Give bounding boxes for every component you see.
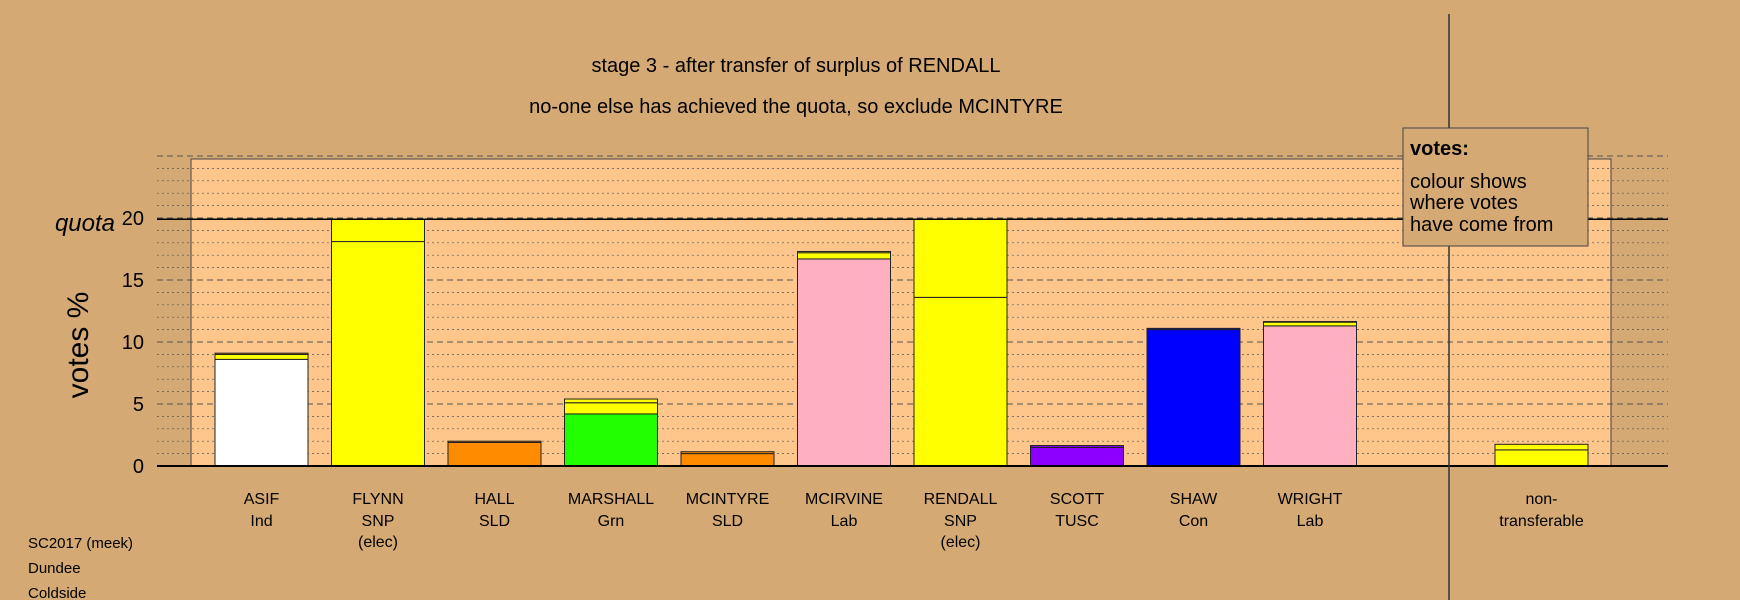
footer-line: Coldside bbox=[28, 585, 86, 600]
bar-segment bbox=[680, 451, 775, 455]
bar-segment bbox=[1030, 446, 1124, 467]
bar-segment bbox=[447, 441, 542, 467]
y-tick-label: 10 bbox=[122, 332, 144, 354]
legend-line: have come from bbox=[1410, 214, 1553, 236]
y-axis: 0 5 10 15 20 bbox=[122, 208, 1668, 478]
candidate-name-label: MCINTYRE bbox=[686, 491, 770, 508]
candidate-name-label: HALL bbox=[474, 491, 514, 508]
candidate-party-label: SLD bbox=[479, 513, 510, 530]
candidate-party-label: TUSC bbox=[1055, 513, 1099, 530]
legend-box bbox=[1402, 127, 1589, 247]
bar-segment bbox=[797, 258, 891, 467]
candidate-party-label: Con bbox=[1179, 513, 1208, 530]
nontransferable-label: non- bbox=[1525, 491, 1557, 508]
candidate-status-label: (elec) bbox=[358, 534, 398, 551]
quota-label: quota bbox=[55, 210, 115, 237]
bar-segment bbox=[797, 252, 891, 260]
bar-segment bbox=[913, 218, 1008, 298]
bar-segment bbox=[1146, 329, 1241, 467]
chart-subtitle: no-one else has achieved the quota, so e… bbox=[529, 96, 1063, 118]
bar-segment bbox=[1146, 327, 1241, 331]
y-tick-label: 0 bbox=[133, 456, 144, 478]
legend-line: where votes bbox=[1409, 192, 1518, 214]
chart-title: stage 3 - after transfer of surplus of R… bbox=[591, 55, 1000, 77]
bar-segment bbox=[1263, 321, 1357, 327]
candidate-name-label: RENDALL bbox=[924, 491, 998, 508]
nontransferable-label: transferable bbox=[1499, 513, 1584, 530]
candidate-name-label: SCOTT bbox=[1050, 491, 1104, 508]
bar-segment bbox=[564, 413, 658, 467]
footer-line: SC2017 (meek) bbox=[28, 535, 133, 552]
candidate-status-label: (elec) bbox=[940, 534, 980, 551]
candidate-name-label: FLYNN bbox=[352, 491, 403, 508]
candidate-name-label: SHAW bbox=[1170, 491, 1218, 508]
y-tick-label: 5 bbox=[133, 394, 144, 416]
bar-segment bbox=[913, 296, 1008, 467]
bar-segment bbox=[214, 353, 309, 360]
bar-segment bbox=[1263, 325, 1357, 467]
footer-line: Dundee bbox=[28, 560, 81, 577]
candidate-name-label: WRIGHT bbox=[1278, 491, 1343, 508]
candidate-name-label: MARSHALL bbox=[568, 491, 654, 508]
candidate-party-label: Grn bbox=[598, 513, 625, 530]
bar-segment bbox=[797, 250, 891, 254]
legend-line: colour shows bbox=[1410, 171, 1527, 193]
bar-segment bbox=[1263, 321, 1357, 323]
bar-segment bbox=[331, 241, 425, 467]
bar-segment bbox=[331, 218, 425, 243]
candidate-party-label: Ind bbox=[250, 513, 272, 530]
y-tick-label: 20 bbox=[122, 208, 144, 230]
bar-segment bbox=[564, 402, 658, 415]
x-axis-labels: ASIF Ind FLYNN SNP (elec) HALL SLD MARSHALL Grn M… bbox=[244, 491, 1584, 551]
bar-segment bbox=[680, 453, 775, 467]
candidate-party-label: Lab bbox=[831, 513, 858, 530]
bar-segment bbox=[1494, 449, 1589, 467]
candidate-party-label: SLD bbox=[712, 513, 743, 530]
legend-title: votes: bbox=[1410, 138, 1469, 160]
bars bbox=[214, 218, 1589, 467]
candidate-name-label: ASIF bbox=[244, 491, 280, 508]
bar-segment bbox=[564, 398, 658, 404]
y-axis-label: votes % bbox=[62, 292, 95, 399]
bar-segment bbox=[214, 358, 309, 467]
y-tick-label: 15 bbox=[122, 270, 144, 292]
bar-segment bbox=[1494, 443, 1589, 451]
bar-segment bbox=[214, 352, 309, 355]
plot-area bbox=[190, 158, 1612, 467]
candidate-name-label: MCIRVINE bbox=[805, 491, 883, 508]
bar-segment bbox=[447, 440, 542, 443]
candidate-party-label: SNP bbox=[362, 513, 395, 530]
candidate-party-label: Lab bbox=[1297, 513, 1324, 530]
candidate-party-label: SNP bbox=[944, 513, 977, 530]
bar-segment bbox=[1030, 445, 1124, 448]
legend: votes: colour shows where votes have com… bbox=[1402, 127, 1589, 247]
